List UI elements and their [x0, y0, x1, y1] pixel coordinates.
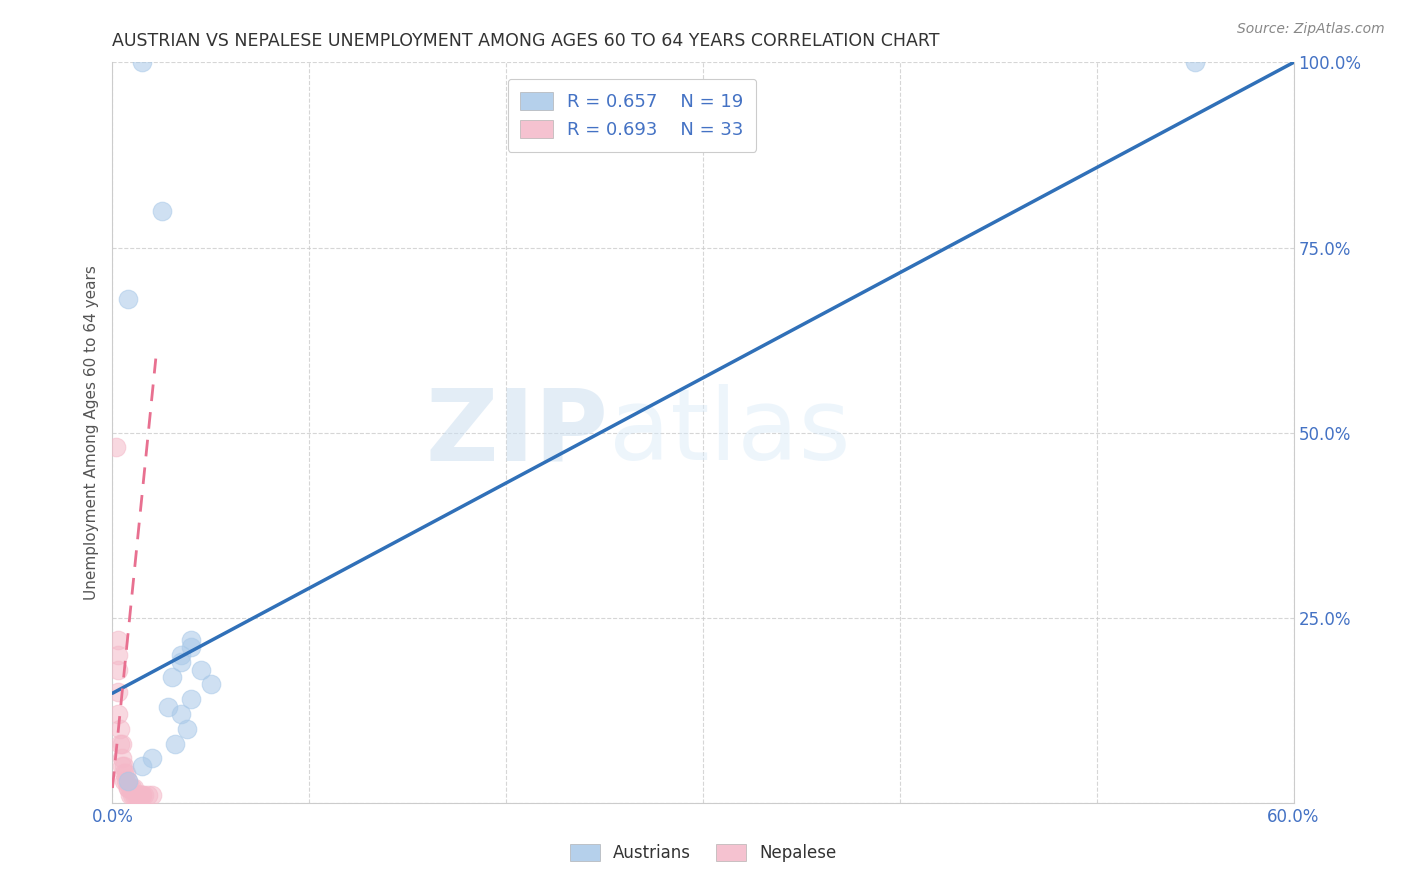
Point: [131, 789, 153, 803]
Point: [129, 789, 152, 803]
Point: [107, 648, 129, 662]
Point: [131, 758, 153, 772]
Y-axis label: Unemployment Among Ages 60 to 64 years: Unemployment Among Ages 60 to 64 years: [83, 265, 98, 600]
Point: [200, 677, 222, 691]
Point: [105, 441, 128, 455]
Point: [160, 670, 183, 684]
Point: [125, 789, 148, 803]
Point: [156, 699, 179, 714]
Point: [110, 722, 132, 736]
Point: [176, 722, 198, 736]
Point: [122, 780, 145, 795]
Point: [141, 789, 163, 803]
Text: Source: ZipAtlas.com: Source: ZipAtlas.com: [1237, 22, 1385, 37]
Point: [117, 293, 139, 307]
Point: [121, 789, 143, 803]
Point: [150, 203, 173, 218]
Point: [112, 766, 135, 780]
Point: [117, 780, 139, 795]
Point: [112, 773, 135, 788]
Point: [107, 706, 129, 721]
Point: [112, 758, 135, 772]
Point: [120, 789, 142, 803]
Point: [180, 692, 202, 706]
Point: [132, 789, 155, 803]
Point: [115, 773, 138, 788]
Point: [170, 706, 193, 721]
Point: [110, 737, 132, 751]
Point: [170, 648, 193, 662]
Point: [107, 663, 129, 677]
Point: [107, 632, 129, 647]
Point: [180, 640, 202, 655]
Point: [190, 663, 212, 677]
Point: [117, 780, 139, 795]
Point: [141, 751, 163, 765]
Point: [136, 789, 159, 803]
Point: [111, 751, 134, 765]
Point: [117, 773, 139, 788]
Point: [165, 737, 187, 751]
Point: [115, 766, 138, 780]
Point: [170, 655, 193, 669]
Point: [180, 632, 202, 647]
Point: [1184, 55, 1206, 70]
Text: AUSTRIAN VS NEPALESE UNEMPLOYMENT AMONG AGES 60 TO 64 YEARS CORRELATION CHART: AUSTRIAN VS NEPALESE UNEMPLOYMENT AMONG …: [112, 32, 941, 50]
Point: [121, 780, 143, 795]
Point: [122, 789, 145, 803]
Point: [127, 789, 149, 803]
Point: [120, 780, 142, 795]
Point: [107, 685, 129, 699]
Point: [111, 758, 134, 772]
Text: atlas: atlas: [609, 384, 851, 481]
Point: [131, 789, 153, 803]
Point: [131, 55, 153, 70]
Text: ZIP: ZIP: [426, 384, 609, 481]
Legend: Austrians, Nepalese: Austrians, Nepalese: [562, 837, 844, 869]
Point: [117, 773, 139, 788]
Point: [111, 737, 134, 751]
